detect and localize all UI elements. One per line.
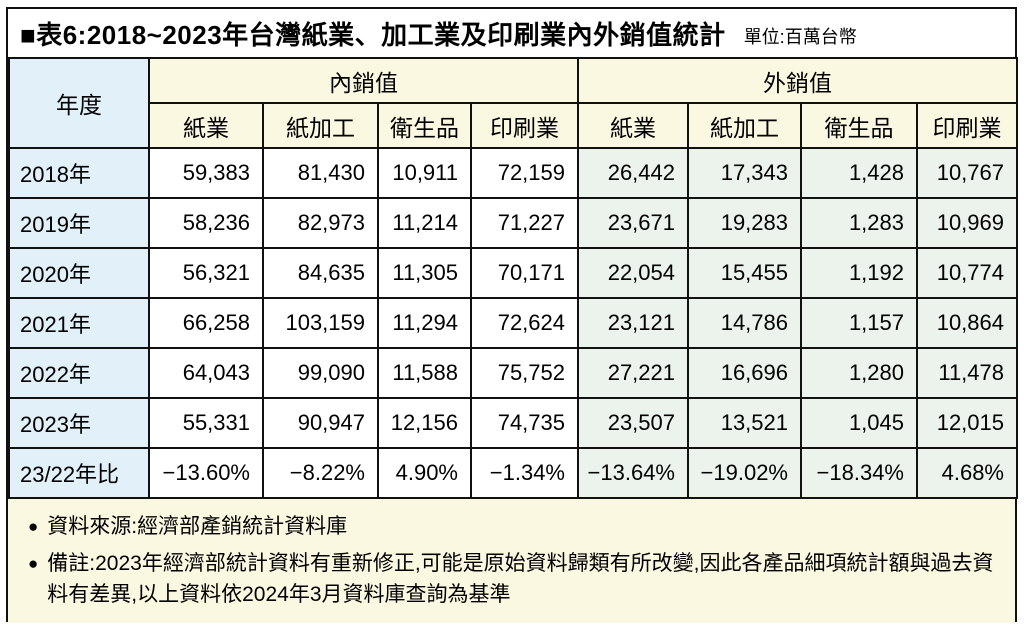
table-row: 2021年 66,258 103,159 11,294 72,624 23,121 14,7…	[8, 297, 1018, 349]
value-cell: 19,283	[687, 197, 802, 249]
value-cell: 15,455	[687, 247, 802, 299]
table-row: 2019年 58,236 82,973 11,214 71,227 23,671 19,28…	[8, 197, 1018, 249]
value-cell: 1,280	[800, 347, 918, 399]
year-label: 2021年	[8, 297, 150, 349]
value-cell: 90,947	[262, 397, 379, 449]
value-cell: 66,258	[148, 297, 264, 349]
column-header-export-processing: 紙加工	[687, 102, 802, 149]
remark-note: ● 備註:2023年經濟部統計資料有重新修正,可能是原始資料歸類有所改變,因此各…	[28, 549, 997, 610]
value-cell: 82,973	[262, 197, 379, 249]
table-row: 2023年 55,331 90,947 12,156 74,735 23,507 13,52…	[8, 397, 1018, 449]
table-figure: ■表6:2018~2023年台灣紙業、加工業及印刷業內外銷值統計 單位:百萬台幣…	[6, 7, 1018, 624]
value-cell: 12,015	[916, 397, 1018, 449]
value-cell: 13,521	[687, 397, 802, 449]
year-column-header: 年度	[8, 57, 150, 149]
value-cell: −19.02%	[687, 447, 802, 499]
column-header-domestic-paper: 紙業	[148, 102, 264, 149]
value-cell: −13.64%	[577, 447, 689, 499]
value-cell: 23,507	[577, 397, 689, 449]
value-cell: 72,624	[470, 297, 579, 349]
bullet-icon: ●	[28, 554, 39, 574]
value-cell: 11,478	[916, 347, 1018, 399]
value-cell: 27,221	[577, 347, 689, 399]
title-bar: ■表6:2018~2023年台灣紙業、加工業及印刷業內外銷值統計 單位:百萬台幣	[8, 9, 1015, 57]
value-cell: 1,157	[800, 297, 918, 349]
value-cell: 70,171	[470, 247, 579, 299]
remark-note-text: 備註:2023年經濟部統計資料有重新修正,可能是原始資料歸類有所改變,因此各產品…	[47, 552, 994, 606]
value-cell: 72,159	[470, 147, 579, 199]
figure-title: ■表6:2018~2023年台灣紙業、加工業及印刷業內外銷值統計	[20, 19, 726, 50]
table-row: 23/22年比 −13.60% −8.22% 4.90% −1.34% −13.64% −1…	[8, 447, 1018, 499]
value-cell: 56,321	[148, 247, 264, 299]
value-cell: 59,383	[148, 147, 264, 199]
value-cell: 10,864	[916, 297, 1018, 349]
table-body: 2018年 59,383 81,430 10,911 72,159 26,442 17,34…	[8, 147, 1018, 499]
value-cell: 4.68%	[916, 447, 1018, 499]
value-cell: 10,969	[916, 197, 1018, 249]
value-cell: 1,428	[800, 147, 918, 199]
table-header: 年度 內銷值 外銷值 紙業 紙加工 衛生品 印刷業 紙業 紙加工 衛生品 印刷業	[8, 57, 1018, 149]
table-row: 2022年 64,043 99,090 11,588 75,752 27,221 16,69…	[8, 347, 1018, 399]
year-label: 2022年	[8, 347, 150, 399]
source-note: ● 資料來源:經濟部產銷統計資料庫	[28, 512, 997, 542]
value-cell: 99,090	[262, 347, 379, 399]
group-header-export: 外銷值	[577, 57, 1018, 104]
value-cell: 26,442	[577, 147, 689, 199]
year-label: 23/22年比	[8, 447, 150, 499]
value-cell: 23,121	[577, 297, 689, 349]
value-cell: 84,635	[262, 247, 379, 299]
year-label: 2020年	[8, 247, 150, 299]
value-cell: −8.22%	[262, 447, 379, 499]
value-cell: 55,331	[148, 397, 264, 449]
value-cell: 14,786	[687, 297, 802, 349]
column-header-export-printing: 印刷業	[916, 102, 1018, 149]
bullet-icon: ●	[28, 517, 39, 536]
value-cell: 71,227	[470, 197, 579, 249]
notes-section: ● 資料來源:經濟部產銷統計資料庫 ● 備註:2023年經濟部統計資料有重新修正…	[8, 499, 1015, 624]
column-header-export-sanitary: 衛生品	[800, 102, 918, 149]
group-header-domestic: 內銷值	[148, 57, 579, 104]
column-header-row: 紙業 紙加工 衛生品 印刷業 紙業 紙加工 衛生品 印刷業	[9, 102, 1018, 149]
statistics-table: 年度 內銷值 外銷值 紙業 紙加工 衛生品 印刷業 紙業 紙加工 衛生品 印刷業…	[8, 57, 1018, 499]
value-cell: 81,430	[262, 147, 379, 199]
value-cell: 22,054	[577, 247, 689, 299]
unit-label: 單位:百萬台幣	[743, 27, 857, 47]
value-cell: 10,774	[916, 247, 1018, 299]
value-cell: 11,305	[377, 247, 472, 299]
value-cell: 4.90%	[377, 447, 472, 499]
value-cell: 11,588	[377, 347, 472, 399]
value-cell: 1,283	[800, 197, 918, 249]
column-header-domestic-sanitary: 衛生品	[377, 102, 472, 149]
value-cell: 23,671	[577, 197, 689, 249]
value-cell: 16,696	[687, 347, 802, 399]
value-cell: 12,156	[377, 397, 472, 449]
column-header-export-paper: 紙業	[577, 102, 689, 149]
value-cell: 74,735	[470, 397, 579, 449]
value-cell: 1,192	[800, 247, 918, 299]
value-cell: 58,236	[148, 197, 264, 249]
value-cell: 10,911	[377, 147, 472, 199]
table-row: 2020年 56,321 84,635 11,305 70,171 22,054 15,45…	[8, 247, 1018, 299]
value-cell: 17,343	[687, 147, 802, 199]
value-cell: 11,214	[377, 197, 472, 249]
year-label: 2019年	[8, 197, 150, 249]
value-cell: −13.60%	[148, 447, 264, 499]
year-label: 2023年	[8, 397, 150, 449]
source-note-text: 資料來源:經濟部產銷統計資料庫	[47, 515, 348, 538]
column-header-domestic-printing: 印刷業	[470, 102, 579, 149]
table-row: 2018年 59,383 81,430 10,911 72,159 26,442 17,34…	[8, 147, 1018, 199]
value-cell: 103,159	[262, 297, 379, 349]
value-cell: 75,752	[470, 347, 579, 399]
group-header-row: 年度 內銷值 外銷值	[8, 57, 1018, 149]
value-cell: 1,045	[800, 397, 918, 449]
column-header-domestic-processing: 紙加工	[262, 102, 379, 149]
value-cell: 10,767	[916, 147, 1018, 199]
year-label: 2018年	[8, 147, 150, 199]
value-cell: 11,294	[377, 297, 472, 349]
value-cell: −18.34%	[800, 447, 918, 499]
value-cell: −1.34%	[470, 447, 579, 499]
value-cell: 64,043	[148, 347, 264, 399]
